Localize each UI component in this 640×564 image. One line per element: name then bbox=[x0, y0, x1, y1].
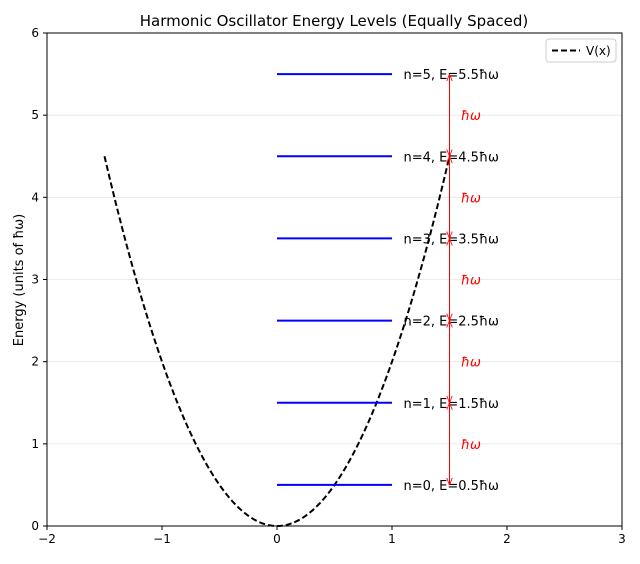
x-tick-label: −1 bbox=[153, 532, 171, 546]
energy-level-label: n=0, E=0.5ħω bbox=[404, 479, 499, 494]
energy-level-label: n=5, E=5.5ħω bbox=[404, 68, 499, 83]
energy-level-label: n=4, E=4.5ħω bbox=[404, 150, 499, 165]
chart-title: Harmonic Oscillator Energy Levels (Equal… bbox=[140, 12, 528, 30]
energy-level-label: n=1, E=1.5ħω bbox=[404, 397, 499, 412]
x-tick-label: 2 bbox=[503, 532, 511, 546]
spacing-label: ħω bbox=[461, 109, 481, 124]
plot-area: n=0, E=0.5ħω n=1, E=1.5ħω n=2, E=2.5ħω n=3,… bbox=[31, 26, 625, 546]
x-tick-label: 1 bbox=[388, 532, 396, 546]
y-tick-label: 2 bbox=[31, 355, 39, 369]
y-tick-label: 6 bbox=[31, 26, 39, 40]
y-tick-label: 4 bbox=[31, 190, 39, 204]
spacing-label: ħω bbox=[461, 274, 481, 289]
spacing-label: ħω bbox=[461, 356, 481, 371]
x-tick-label: 0 bbox=[273, 532, 281, 546]
y-tick-label: 0 bbox=[31, 519, 39, 533]
spacing-label: ħω bbox=[461, 191, 481, 206]
y-axis-label: Energy (units of ħω) bbox=[12, 214, 27, 346]
y-tick-label: 5 bbox=[31, 108, 39, 122]
spacing-label: ħω bbox=[461, 438, 481, 453]
legend-box bbox=[545, 38, 617, 63]
energy-level-label: n=3, E=3.5ħω bbox=[404, 232, 499, 247]
potential-curve bbox=[103, 156, 451, 528]
x-tick-label: −2 bbox=[38, 532, 56, 546]
energy-level-label: n=2, E=2.5ħω bbox=[404, 315, 499, 330]
y-tick-label: 3 bbox=[31, 273, 39, 287]
legend-label: V(x) bbox=[586, 44, 611, 58]
x-tick-label: 3 bbox=[618, 532, 626, 546]
legend: V(x) bbox=[545, 38, 617, 63]
y-tick-label: 1 bbox=[31, 437, 39, 451]
